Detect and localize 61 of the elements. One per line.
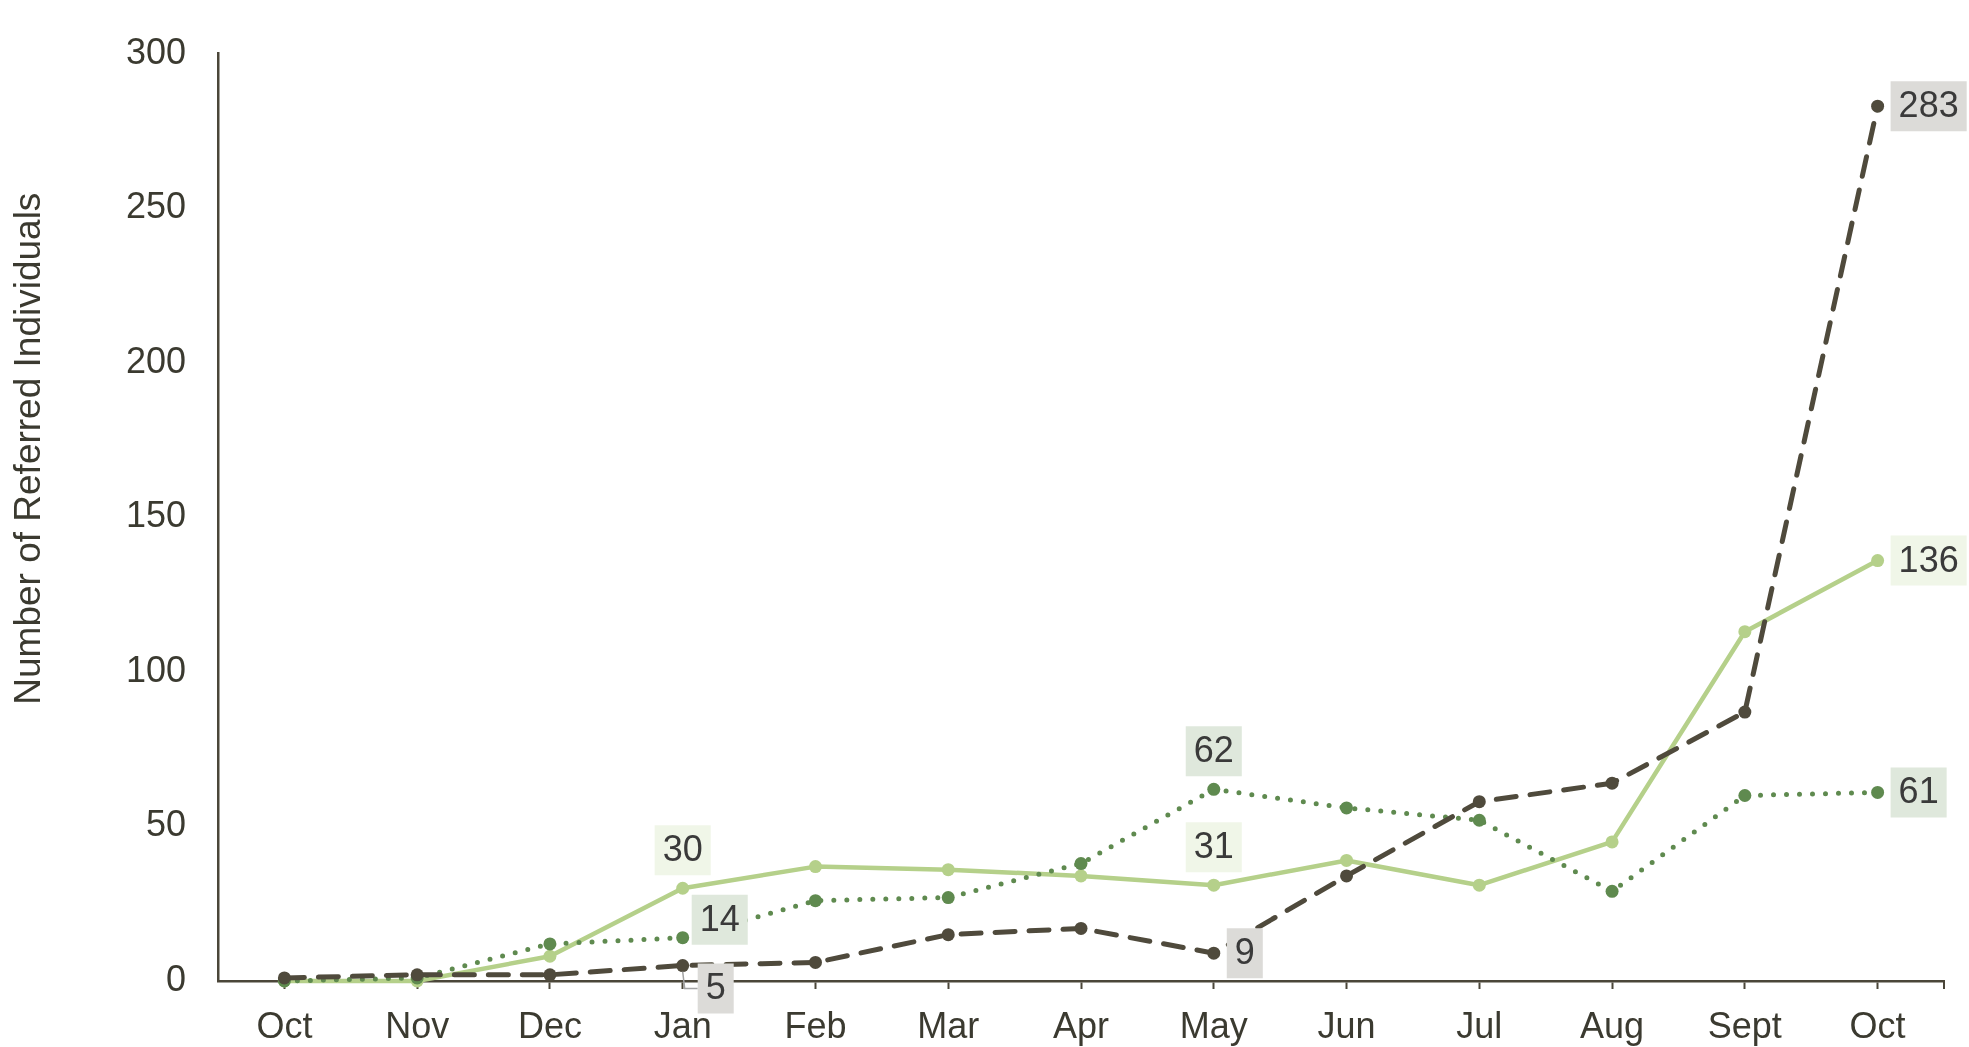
x-tick-label: Feb <box>784 1004 847 1046</box>
x-tick-label: May <box>1179 1004 1248 1046</box>
point <box>1472 813 1486 827</box>
data-label: 14 <box>699 897 740 939</box>
point <box>1605 884 1619 898</box>
x-tick-label: Oct <box>256 1004 313 1046</box>
point <box>1340 801 1354 815</box>
data-label: 136 <box>1898 538 1959 580</box>
point <box>941 891 955 905</box>
point <box>1074 921 1088 935</box>
point <box>1472 878 1486 892</box>
point <box>808 894 822 908</box>
point <box>1605 835 1619 849</box>
point <box>676 931 690 945</box>
point <box>543 949 557 963</box>
point <box>1871 785 1885 799</box>
y-tick-label: 150 <box>125 494 186 536</box>
data-label: 9 <box>1234 931 1255 973</box>
x-tick-label: Oct <box>1849 1004 1906 1046</box>
point <box>543 937 557 951</box>
y-axis-title: Number of Referred Individuals <box>7 192 49 705</box>
x-tick-label: Dec <box>517 1004 582 1046</box>
point <box>1207 878 1221 892</box>
x-tick-label: Jul <box>1456 1004 1503 1046</box>
x-tick-label: Aug <box>1580 1004 1645 1046</box>
x-tick-label: Apr <box>1052 1004 1110 1046</box>
point <box>941 928 955 942</box>
data-label: 31 <box>1193 825 1234 867</box>
point <box>676 959 690 973</box>
data-label: 62 <box>1193 729 1234 771</box>
point <box>941 863 955 877</box>
point <box>1871 554 1885 568</box>
point <box>1738 625 1752 639</box>
x-tick-label: Mar <box>917 1004 980 1046</box>
point <box>1207 782 1221 796</box>
point <box>808 955 822 969</box>
point <box>676 881 690 895</box>
data-label: 283 <box>1898 84 1959 126</box>
x-tick-label: Nov <box>385 1004 450 1046</box>
point <box>1074 857 1088 871</box>
point <box>543 968 557 982</box>
y-tick-label: 300 <box>125 30 186 72</box>
y-tick-label: 200 <box>125 339 186 381</box>
point <box>1472 795 1486 809</box>
x-tick-label: Jun <box>1317 1004 1376 1046</box>
point <box>1074 869 1088 883</box>
point <box>1207 946 1221 960</box>
y-tick-label: 100 <box>125 648 186 690</box>
point <box>808 860 822 874</box>
point <box>1871 99 1885 113</box>
x-tick-label: Sept <box>1707 1004 1782 1046</box>
point <box>1340 853 1354 867</box>
y-tick-label: 250 <box>125 185 186 227</box>
point <box>1738 705 1752 719</box>
data-label: 30 <box>662 828 703 870</box>
y-tick-label: 0 <box>165 957 186 999</box>
data-label: 61 <box>1898 770 1939 812</box>
y-tick-label: 50 <box>145 803 186 845</box>
point <box>1738 789 1752 803</box>
point <box>1605 776 1619 790</box>
point <box>1340 869 1354 883</box>
